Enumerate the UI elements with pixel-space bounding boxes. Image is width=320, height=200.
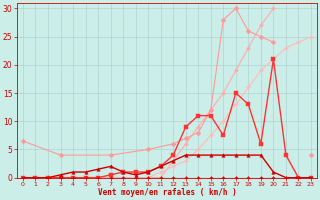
X-axis label: Vent moyen/en rafales ( km/h ): Vent moyen/en rafales ( km/h )	[98, 188, 236, 197]
